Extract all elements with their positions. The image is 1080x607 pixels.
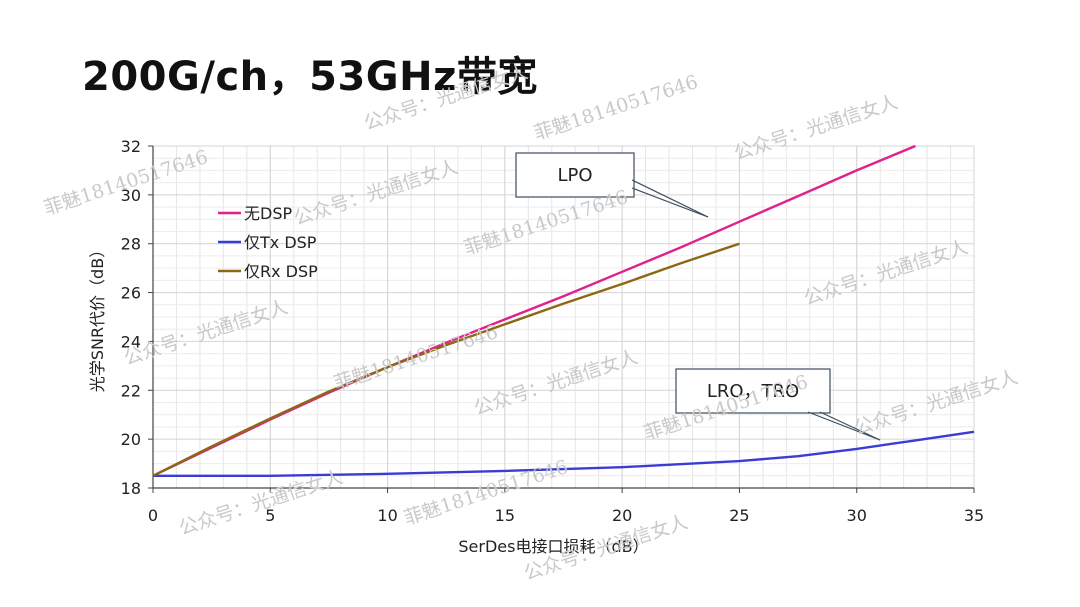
callout-label: LRO，TRO xyxy=(707,381,799,402)
x-tick-label: 5 xyxy=(265,506,275,525)
callout-label: LPO xyxy=(557,165,592,186)
x-tick-label: 30 xyxy=(847,506,867,525)
slide-title: 200G/ch，53GHz带宽 xyxy=(82,54,538,100)
series-line-1 xyxy=(153,430,975,477)
y-tick-label: 30 xyxy=(121,186,141,205)
x-tick-label: 25 xyxy=(729,506,749,525)
x-tick-label: 15 xyxy=(495,506,515,525)
callout-box xyxy=(515,152,635,198)
y-tick-label: 18 xyxy=(121,479,141,498)
y-tick-label: 28 xyxy=(121,235,141,254)
callout-box xyxy=(675,368,831,414)
x-tick-label: 20 xyxy=(612,506,632,525)
callout-pointer xyxy=(631,179,709,218)
callout-pointer xyxy=(807,411,881,441)
legend-label: 仅Tx DSP xyxy=(244,233,317,252)
callout-pointer xyxy=(631,187,709,218)
x-axis-title: SerDes电接口损耗（dB） xyxy=(458,537,648,556)
series-line-2 xyxy=(152,242,740,477)
y-tick-label: 32 xyxy=(121,137,141,156)
x-tick-label: 35 xyxy=(964,506,984,525)
y-tick-label: 22 xyxy=(121,381,141,400)
x-tick-label: 0 xyxy=(148,506,158,525)
callout-pointer xyxy=(819,411,881,441)
x-tick-label: 10 xyxy=(377,506,397,525)
y-tick-label: 24 xyxy=(121,332,141,351)
legend-label: 仅Rx DSP xyxy=(244,262,318,281)
y-axis-title: 光学SNR代价（dB） xyxy=(88,242,107,392)
y-tick-label: 20 xyxy=(121,430,141,449)
y-tick-label: 26 xyxy=(121,284,141,303)
legend-label: 无DSP xyxy=(244,204,292,223)
